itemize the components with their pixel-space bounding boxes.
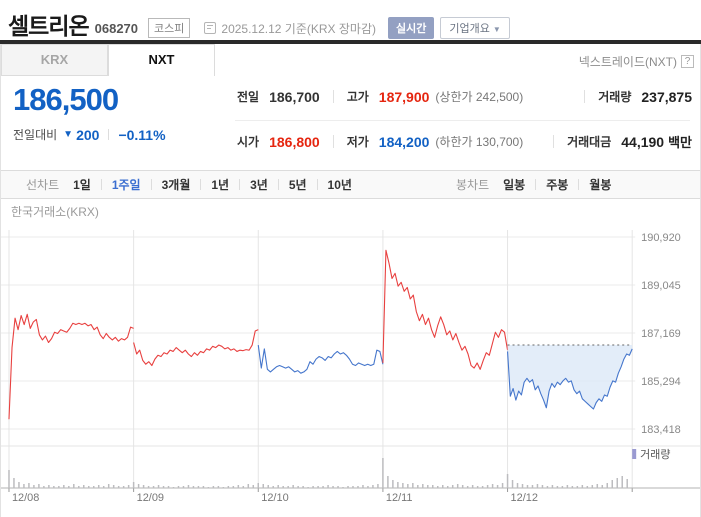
svg-text:거래량: 거래량 — [640, 448, 670, 461]
candle-monthly[interactable]: 월봉 — [589, 178, 612, 192]
company-overview-button[interactable]: 기업개요 ▼ — [440, 17, 510, 39]
svg-text:187,169: 187,169 — [641, 328, 681, 340]
high-value: 187,900 — [378, 88, 430, 105]
exchange-label: 한국거래소(KRX) — [11, 205, 99, 219]
quote-date-text: 2025.12.12 기준(KRX 장마감) — [221, 21, 376, 36]
prev-close-value: 186,700 — [269, 88, 320, 105]
upper-limit: (상한가 242,500) — [435, 90, 524, 104]
change-label: 전일대비 — [13, 128, 58, 142]
svg-text:12/11: 12/11 — [386, 492, 413, 504]
low-label: 저가 — [346, 135, 369, 149]
range-1week[interactable]: 1주일 — [111, 178, 141, 192]
page-header: 셀트리온 068270 코스피 2025.12.12 기준(KRX 장마감) 실… — [0, 0, 701, 40]
stock-code: 068270 — [94, 20, 139, 36]
low-value: 184,200 — [378, 133, 430, 150]
svg-text:185,294: 185,294 — [641, 376, 681, 388]
range-5years[interactable]: 5년 — [288, 178, 307, 192]
open-value: 186,800 — [269, 133, 320, 150]
value-traded-value: 44,190 — [621, 133, 665, 150]
divider — [108, 129, 110, 140]
change-percent: −0.11% — [118, 126, 166, 143]
svg-text:12/09: 12/09 — [137, 492, 164, 504]
high-label: 고가 — [346, 90, 369, 104]
realtime-button[interactable]: 실시간 — [388, 17, 435, 39]
chevron-down-icon: ▼ — [492, 25, 501, 34]
divider — [332, 90, 334, 103]
summary-row-1: 전일 186,700 고가 187,900 (상한가 242,500) 거래량 … — [237, 88, 692, 105]
candle-weekly[interactable]: 주봉 — [546, 178, 569, 192]
prev-close-label: 전일 — [237, 90, 260, 104]
lower-limit: (하한가 130,700) — [435, 135, 524, 149]
svg-text:190,920: 190,920 — [641, 232, 681, 244]
range-3months[interactable]: 3개월 — [161, 178, 191, 192]
summary-row-2: 시가 186,800 저가 184,200 (하한가 130,700) 거래대금… — [237, 132, 692, 151]
range-1year[interactable]: 1년 — [211, 178, 230, 192]
market-tabs: KRX NXT 넥스트레이드(NXT) ? — [1, 44, 700, 76]
header-divider — [0, 40, 701, 44]
candle-chart-label: 봉차트 — [456, 178, 490, 192]
chart-area: 한국거래소(KRX) 190,920 189,045 187,169 185,294 1… — [1, 199, 700, 517]
range-10years[interactable]: 10년 — [327, 178, 352, 192]
range-3years[interactable]: 3년 — [250, 178, 268, 192]
stock-name: 셀트리온 — [8, 13, 90, 39]
range-1day[interactable]: 1일 — [73, 178, 91, 192]
tab-krx[interactable]: KRX — [1, 44, 108, 76]
quote-date: 2025.12.12 기준(KRX 장마감) — [204, 20, 376, 37]
divider — [332, 135, 334, 148]
tab-nxt[interactable]: NXT — [108, 44, 215, 76]
open-label: 시가 — [237, 135, 260, 149]
volume-value: 237,875 — [641, 88, 692, 105]
svg-text:183,418: 183,418 — [641, 424, 681, 436]
market-badge: 코스피 — [148, 17, 191, 38]
svg-text:189,045: 189,045 — [641, 280, 681, 292]
calendar-icon — [204, 22, 217, 34]
svg-text:12/10: 12/10 — [261, 492, 288, 504]
candle-daily[interactable]: 일봉 — [503, 178, 526, 192]
value-traded-label: 거래대금 — [567, 135, 612, 149]
quote-panel: KRX NXT 넥스트레이드(NXT) ? 186,500 전일대비 ▼ 200… — [0, 44, 701, 517]
value-traded-unit: 백만 — [668, 135, 692, 150]
divider — [553, 135, 555, 148]
help-icon[interactable]: ? — [681, 55, 694, 68]
line-chart-label: 선차트 — [26, 178, 60, 192]
divider — [584, 90, 586, 103]
change-value: 200 — [76, 126, 100, 143]
chart-toolbar: 선차트 1일 1주일 3개월 1년 3년 5년 10년 봉차트 일봉 주봉 월봉 — [1, 170, 700, 199]
volume-label: 거래량 — [598, 90, 632, 104]
price-change: 전일대비 ▼ 200 −0.11% — [13, 126, 166, 143]
current-price: 186,500 — [13, 82, 119, 117]
down-arrow-icon: ▼ — [63, 129, 74, 140]
divider — [235, 120, 690, 121]
svg-text:12/08: 12/08 — [12, 492, 39, 504]
svg-text:12/12: 12/12 — [511, 492, 538, 504]
nxt-source-label: 넥스트레이드(NXT) — [578, 55, 677, 69]
price-summary: 186,500 전일대비 ▼ 200 −0.11% 전일 186,700 고가 … — [1, 76, 700, 170]
price-volume-chart[interactable]: 190,920 189,045 187,169 185,294 183,418 12/08… — [1, 199, 700, 517]
